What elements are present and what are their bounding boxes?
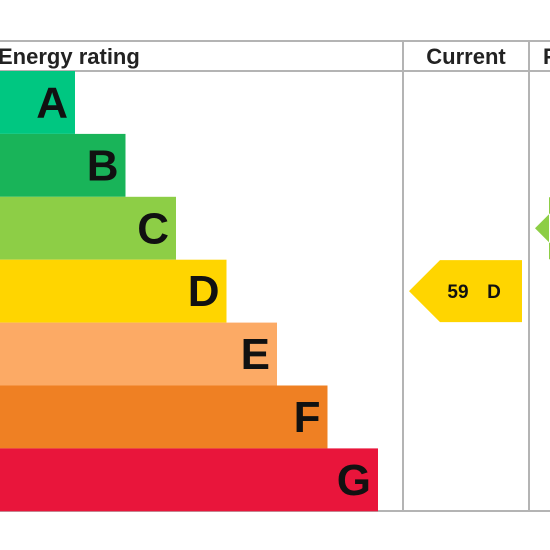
rating-band-letter-d: D xyxy=(188,267,220,316)
potential-header: P xyxy=(543,44,550,69)
rating-band-a: A xyxy=(0,71,75,134)
rating-band-bar-c xyxy=(0,196,176,260)
rating-band-letter-b: B xyxy=(87,141,119,190)
potential-arrow-shape xyxy=(535,197,550,260)
rating-band-d: D xyxy=(0,259,227,323)
rating-band-bar-d xyxy=(0,259,227,323)
energy-rating-header: Energy rating xyxy=(0,44,140,69)
rating-band-c: C xyxy=(0,196,176,260)
rating-band-bar-b xyxy=(0,133,126,197)
rating-band-f: F xyxy=(0,385,328,449)
rating-band-b: B xyxy=(0,133,126,197)
rating-band-g: G xyxy=(0,448,378,512)
current-arrow-shape xyxy=(409,260,522,323)
rating-band-bar-a xyxy=(0,71,75,134)
rating-band-letter-c: C xyxy=(137,204,169,253)
rating-band-letter-g: G xyxy=(337,456,371,505)
rating-band-e: E xyxy=(0,322,277,386)
current-score: 59 xyxy=(447,282,468,303)
current-band-letter: D xyxy=(487,282,501,303)
rating-band-letter-f: F xyxy=(294,393,321,442)
rating-band-bar-f xyxy=(0,385,328,449)
rating-band-bar-e xyxy=(0,322,277,386)
rating-band-bar-g xyxy=(0,448,378,512)
current-header: Current xyxy=(426,44,506,69)
potential-rating-arrow xyxy=(535,197,550,260)
rating-band-letter-a: A xyxy=(36,78,68,127)
rating-band-letter-e: E xyxy=(241,330,270,379)
current-rating-arrow: 59 D xyxy=(409,260,522,323)
